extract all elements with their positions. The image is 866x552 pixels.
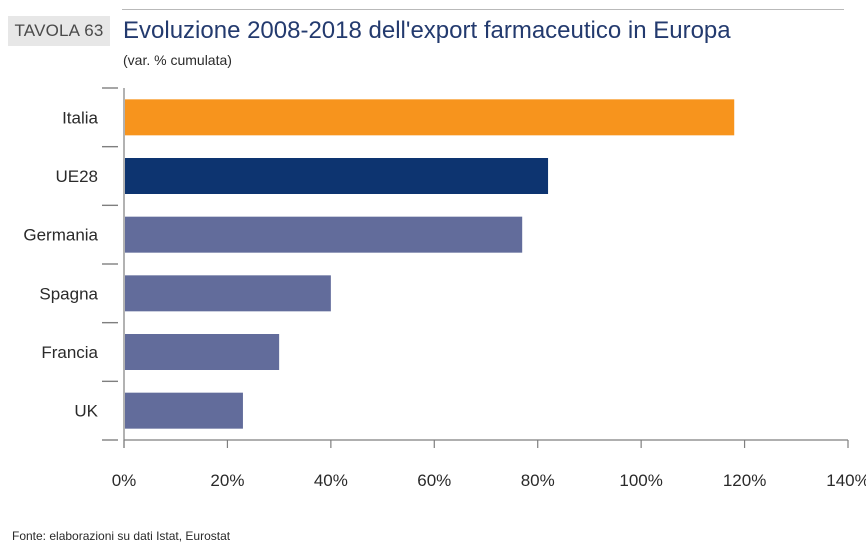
x-tick-label: 140% (826, 471, 866, 490)
category-label-uk: UK (74, 402, 98, 421)
bar-germania (125, 216, 523, 253)
category-label-germania: Germania (23, 226, 98, 245)
category-label-italia: Italia (62, 108, 98, 127)
bar-francia (125, 334, 280, 370)
x-tick-label: 100% (619, 471, 662, 490)
x-tick-label: 0% (112, 471, 137, 490)
chart-title: Evoluzione 2008-2018 dell'export farmace… (123, 17, 731, 44)
labels-group: Italia UE28 Germania Spagna Francia UK 0% 20% 40… (23, 108, 866, 490)
x-tick-label: 40% (314, 471, 348, 490)
category-label-spagna: Spagna (39, 284, 98, 303)
bars-group (125, 99, 735, 429)
source-note: Fonte: elaborazioni su dati Istat, Euros… (12, 529, 231, 543)
bar-spagna (125, 275, 331, 312)
chart-subtitle: (var. % cumulata) (123, 52, 232, 68)
table-tag: TAVOLA 63 (8, 16, 110, 46)
bar-uk (125, 392, 243, 429)
axes-group (102, 87, 849, 448)
x-tick-label: 120% (723, 471, 766, 490)
category-label-ue28: UE28 (55, 167, 98, 186)
bar-ue28 (125, 158, 549, 194)
x-tick-label: 20% (210, 471, 244, 490)
bar-italia (125, 99, 735, 136)
x-tick-label: 80% (521, 471, 555, 490)
top-rule (122, 9, 844, 10)
category-label-francia: Francia (41, 343, 98, 362)
x-tick-label: 60% (417, 471, 451, 490)
